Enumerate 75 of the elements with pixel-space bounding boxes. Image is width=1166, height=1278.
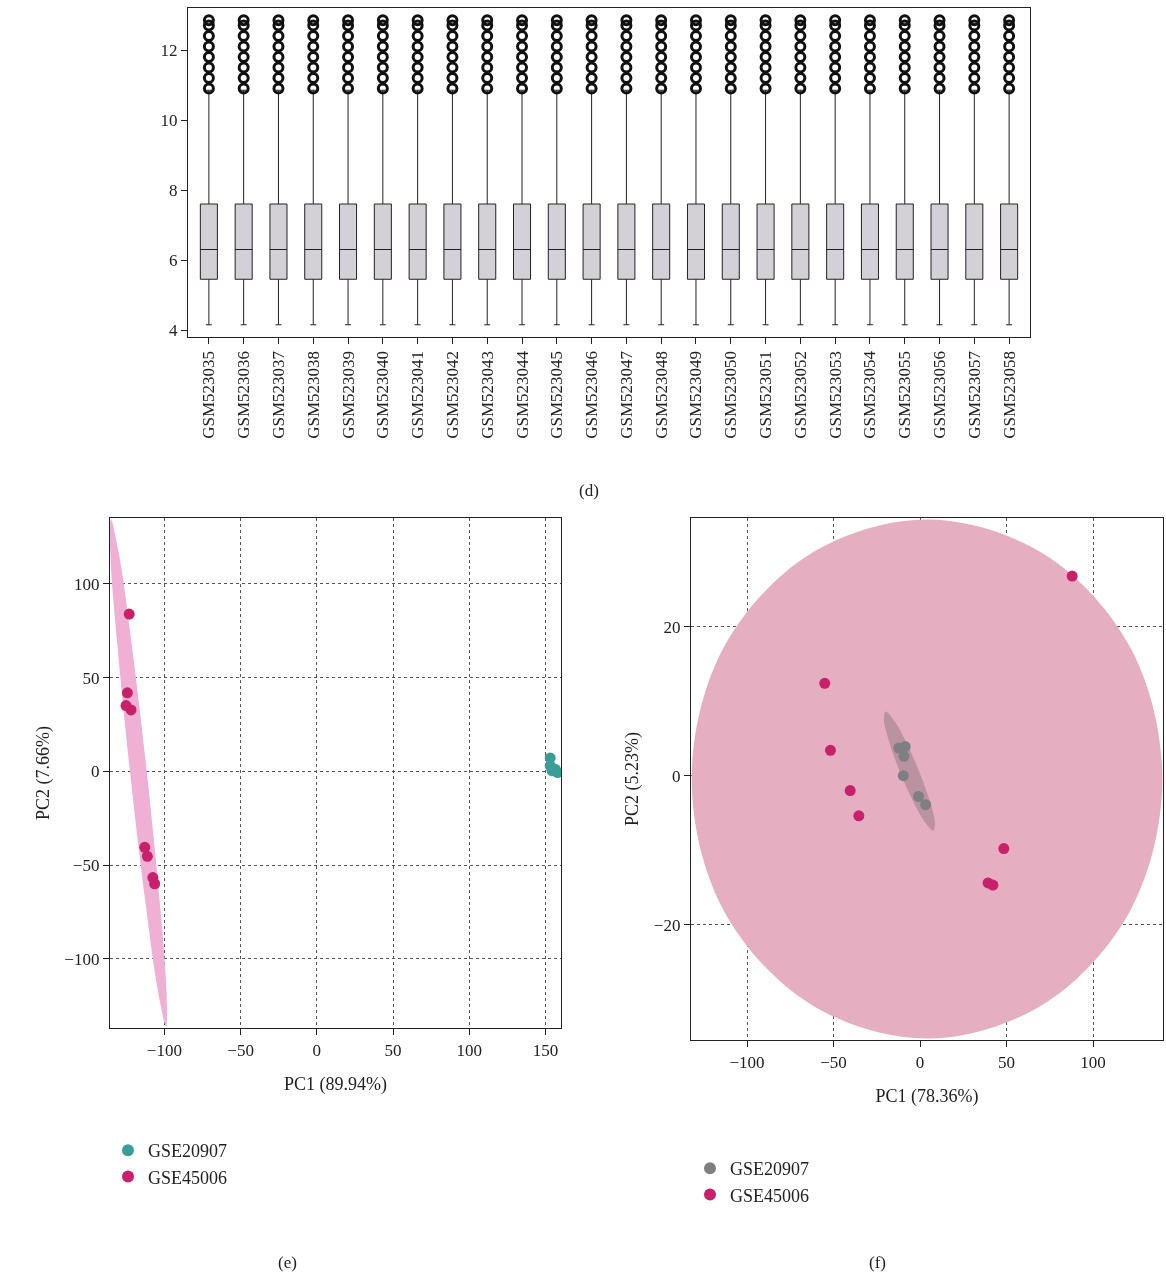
point: [987, 879, 999, 891]
point: [139, 841, 151, 853]
x-tick-label: GSM523044: [512, 350, 532, 439]
y-axis-title: PC2 (7.66%): [32, 726, 54, 820]
text: (e): [278, 1253, 297, 1272]
point: [998, 843, 1010, 855]
x-tick-label: GSM523056: [930, 350, 950, 439]
point: [913, 791, 925, 802]
x-tick-label: GSM523047: [616, 350, 636, 439]
y-tick-label: 12: [160, 40, 178, 60]
x-tick-label: GSM523053: [825, 350, 845, 439]
legend-label: GSE45006: [730, 1185, 810, 1206]
x-tick-label: GSM523057: [964, 350, 984, 439]
x-tick-label: GSM523058: [999, 350, 1019, 439]
y-axis-title: PC2 (5.23%): [622, 732, 644, 826]
x-axis-title: PC1 (78.36%): [875, 1085, 979, 1107]
x-tick-label: GSM523043: [477, 350, 497, 439]
x-tick-label: −100: [729, 1052, 765, 1072]
text: (f): [869, 1253, 886, 1272]
y-tick-label: −20: [653, 915, 681, 935]
x-tick-label: 50: [384, 1040, 402, 1060]
x-tick-label: −50: [227, 1040, 254, 1060]
y-tick-label: 20: [663, 617, 681, 637]
x-tick-label: GSM523042: [442, 350, 462, 439]
x-tick-label: GSM523037: [268, 350, 288, 439]
point: [819, 677, 831, 689]
point: [920, 799, 932, 811]
text: (d): [579, 481, 599, 500]
point: [149, 878, 161, 890]
legend-label: GSE45006: [148, 1167, 228, 1188]
y-tick-label: 100: [73, 574, 100, 594]
x-tick-label: GSM523039: [338, 350, 358, 439]
x-tick-label: GSM523051: [756, 350, 776, 439]
y-tick-label: −100: [64, 949, 100, 969]
legend-label: GSE20907: [730, 1159, 810, 1180]
y-tick-label: 8: [168, 180, 178, 200]
y-tick-label: 4: [168, 320, 178, 340]
point: [853, 810, 865, 822]
x-tick-label: 100: [1080, 1052, 1106, 1072]
x-tick-label: GSM523048: [651, 350, 671, 439]
x-tick-label: GSM523049: [686, 350, 706, 439]
x-tick-label: GSM523041: [408, 350, 428, 439]
point: [844, 785, 856, 797]
y-tick-label: 0: [671, 766, 681, 786]
x-tick-label: 50: [998, 1052, 1016, 1072]
legend-label: GSE20907: [148, 1141, 228, 1162]
x-tick-label: 150: [532, 1040, 559, 1060]
y-tick-label: 6: [168, 250, 178, 270]
x-tick-label: −50: [820, 1052, 847, 1072]
x-tick-label: GSM523045: [547, 350, 567, 439]
y-tick-label: −50: [72, 856, 100, 876]
point: [125, 704, 137, 716]
point: [123, 608, 135, 620]
y-tick-label: 50: [82, 668, 100, 688]
x-tick-label: 0: [915, 1052, 925, 1072]
x-tick-label: GSM523052: [790, 350, 810, 439]
point: [1066, 570, 1078, 582]
x-tick-label: GSM523055: [895, 350, 915, 439]
y-tick-label: 0: [90, 762, 100, 782]
point: [898, 750, 910, 762]
x-tick-label: GSM523046: [582, 350, 602, 439]
x-tick-label: GSM523040: [373, 350, 393, 439]
point: [141, 850, 153, 862]
x-tick-label: GSM523036: [234, 350, 254, 439]
point: [824, 744, 836, 756]
x-tick-label: 100: [456, 1040, 482, 1060]
x-tick-label: GSM523035: [199, 350, 219, 439]
point: [897, 770, 909, 782]
x-axis-title: PC1 (89.94%): [284, 1073, 387, 1095]
x-tick-label: 0: [312, 1040, 322, 1060]
x-tick-label: GSM523038: [303, 350, 323, 439]
x-tick-label: GSM523054: [860, 350, 880, 439]
y-tick-label: 10: [160, 110, 178, 130]
point: [121, 687, 133, 699]
x-tick-label: GSM523050: [721, 350, 741, 439]
